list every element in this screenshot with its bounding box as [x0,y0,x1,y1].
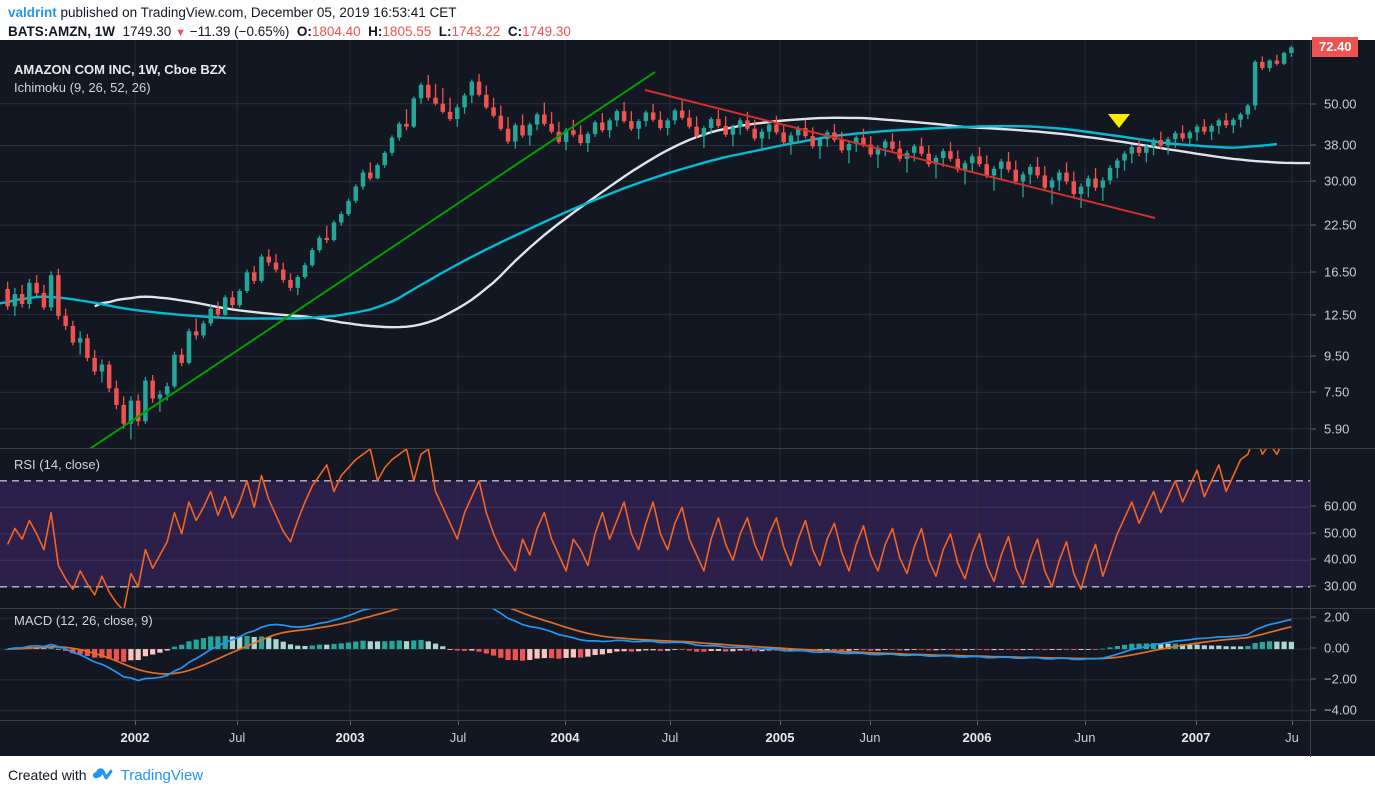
macd-plot [0,609,1310,720]
publish-text: published on TradingView.com, December 0… [56,5,457,20]
symbol-label[interactable]: BATS:AMZN, 1W [8,24,115,39]
last-price: 1749.30 [122,24,172,39]
time-axis-tick-9 [1085,721,1086,725]
price-plot [0,40,1310,448]
time-axis-tick-2 [350,721,351,725]
time-axis[interactable]: 2002 Jul 2003 Jul 2004 Jul 2005 Jun 2006 Jun 2007 J… [0,720,1375,757]
price-axis-label-1-tick [1311,144,1316,146]
price-axis-label-4-tick [1311,271,1316,273]
time-axis-label-3: Jul [449,730,467,745]
price-axis-label-6-tick [1311,355,1316,357]
macd-axis-label-0-tick [1311,616,1316,618]
price-axis-label-0-tick [1311,103,1316,105]
close-key: C: [507,24,523,39]
rsi-axis-label-1: 50.00 [1324,525,1357,541]
open-value: 1804.40 [311,24,361,39]
macd-axis-label-2: −2.00 [1324,671,1357,687]
down-arrow-icon: ▼ [175,27,186,39]
rsi-axis-label-1-tick [1311,532,1316,534]
open-key: O: [296,24,312,39]
macd-axis-label-3: −4.00 [1324,702,1357,718]
rsi-axis-label-3-tick [1311,585,1316,587]
price-axis-label-3-tick [1311,224,1316,226]
chart-header: valdrint published on TradingView.com, D… [8,4,1368,42]
time-axis-label-9: Jun [1074,730,1096,745]
price-axis-label-1: 38.00 [1324,137,1357,153]
current-price-badge: 72.40 [1312,37,1358,58]
price-axis-label-7: 7.50 [1324,384,1350,400]
low-value: 1743.22 [451,24,501,39]
macd-axis-label-1: 0.00 [1324,640,1350,656]
time-axis-tick-4 [565,721,566,725]
time-axis-tick-11 [1292,721,1293,725]
price-axis-label-7-tick [1311,391,1316,393]
time-axis-label-6: 2005 [765,730,795,745]
rsi-axis-label-0-tick [1311,505,1316,507]
axis-separator-0 [1311,448,1375,449]
time-axis-tick-7 [870,721,871,725]
created-with-label: Created with [8,767,87,783]
time-axis-tick-10 [1196,721,1197,725]
publish-line: valdrint published on TradingView.com, D… [8,4,1368,21]
author-link[interactable]: valdrint [8,5,57,20]
high-value: 1805.55 [382,24,432,39]
rsi-plot [0,449,1310,608]
price-axis[interactable]: 50.00 38.00 30.00 22.50 16.50 12.50 9.50 7.50 5.… [1310,37,1375,756]
time-axis-label-0: 2002 [120,730,150,745]
price-axis-label-2: 30.00 [1324,173,1357,189]
time-axis-label-11: Ju [1285,730,1299,745]
rsi-pane[interactable]: RSI (14, close) [0,448,1310,608]
high-key: H: [368,24,383,39]
close-value: 1749.30 [522,24,571,39]
price-axis-label-2-tick [1311,180,1316,182]
macd-axis-label-1-tick [1311,647,1316,649]
chart-canvas[interactable]: AMAZON COM INC, 1W, Cboe BZX Ichimoku (9… [0,37,1375,757]
time-axis-tick-5 [670,721,671,725]
tradingview-brand-label[interactable]: TradingView [120,766,204,784]
time-axis-tick-6 [780,721,781,725]
price-axis-label-5: 12.50 [1324,307,1357,323]
time-axis-label-1: Jul [228,730,246,745]
price-axis-label-6: 9.50 [1324,348,1350,364]
axis-separator-1 [1311,608,1375,609]
footer-attribution: Created with TradingView [8,762,203,788]
time-axis-tick-3 [458,721,459,725]
price-axis-label-8-tick [1311,428,1316,430]
price-axis-label-5-tick [1311,314,1316,316]
rsi-axis-label-2: 40.00 [1324,551,1357,567]
price-axis-label-3: 22.50 [1324,217,1357,233]
time-axis-label-8: 2006 [962,730,992,745]
macd-axis-label-2-tick [1311,678,1316,680]
price-axis-label-0: 50.00 [1324,96,1357,112]
quote-line: BATS:AMZN, 1W 1749.30 ▼ −11.39 (−0.65%) … [8,23,1368,42]
rsi-axis-label-2-tick [1311,558,1316,560]
price-pane[interactable]: AMAZON COM INC, 1W, Cboe BZX Ichimoku (9… [0,40,1310,448]
macd-pane[interactable]: MACD (12, 26, close, 9) [0,608,1310,720]
time-axis-label-10: 2007 [1181,730,1211,745]
macd-axis-label-0: 2.00 [1324,609,1350,625]
time-axis-label-7: Jun [859,730,881,745]
price-axis-label-8: 5.90 [1324,421,1350,437]
rsi-axis-label-3: 30.00 [1324,578,1357,594]
time-axis-label-2: 2003 [335,730,365,745]
time-axis-tick-8 [977,721,978,725]
time-axis-right-edge [1310,721,1311,757]
macd-axis-label-3-tick [1311,709,1316,711]
tradingview-logo-icon [92,767,115,783]
time-axis-label-5: Jul [661,730,679,745]
price-axis-label-4: 16.50 [1324,264,1357,280]
low-key: L: [438,24,452,39]
time-axis-label-4: 2004 [550,730,580,745]
rsi-axis-label-0: 60.00 [1324,498,1357,514]
time-axis-tick-1 [237,721,238,725]
price-change: −11.39 (−0.65%) [189,24,290,39]
time-axis-tick-0 [135,721,136,725]
